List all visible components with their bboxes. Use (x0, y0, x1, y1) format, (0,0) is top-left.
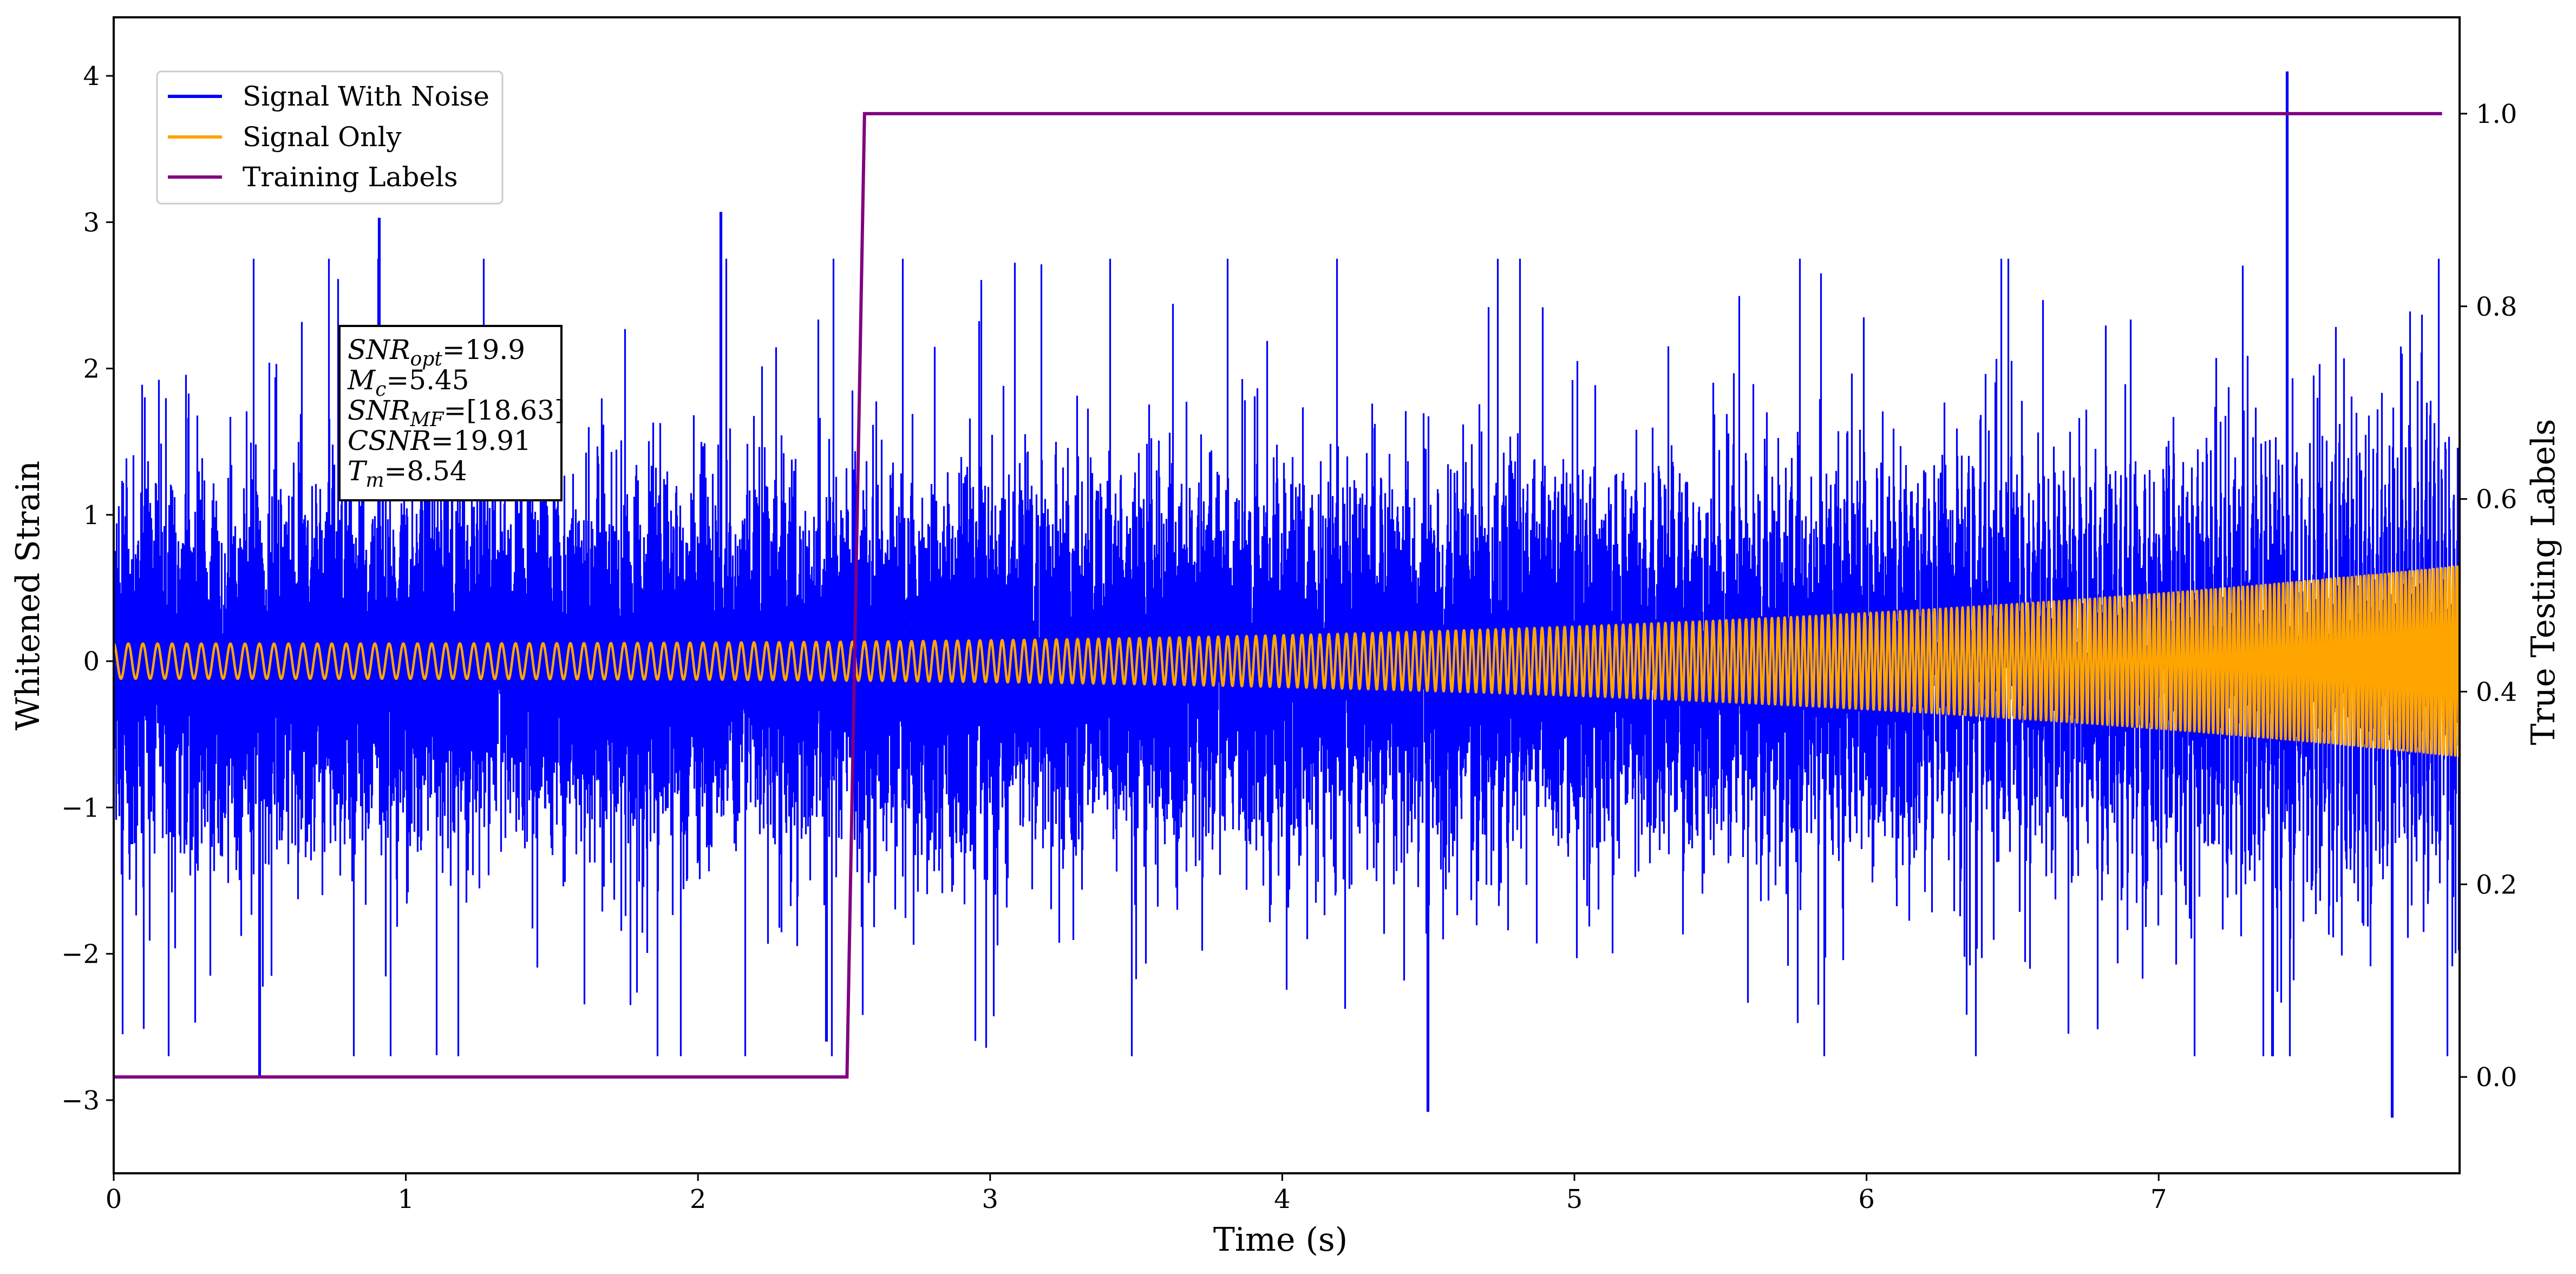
y2-tick-label: 0.8 (2476, 292, 2517, 322)
y-tick-label: −1 (61, 793, 100, 823)
x-tick-label: 0 (106, 1184, 122, 1214)
x-tick-label: 7 (2150, 1184, 2167, 1214)
annotation-line: SNRopt=19.9 (348, 334, 525, 370)
y-tick-label: 4 (83, 61, 100, 92)
legend-label-signal-only: Signal Only (243, 121, 402, 153)
plot-frame (113, 16, 2461, 1174)
y2-axis-title: True Testing Labels (2525, 419, 2562, 746)
annotation-line: SNRMF=[18.63] (348, 395, 565, 431)
annotation-box (338, 325, 563, 501)
training-labels-series (114, 112, 2442, 1079)
legend: Signal With Noise Signal Only Training L… (156, 70, 504, 205)
x-tick-label: 1 (397, 1184, 414, 1214)
y2-tick-label: 0.2 (2476, 870, 2517, 900)
stats-annotation: SNRopt=19.9Mc=5.45SNRMF=[18.63]CSNR=19.9… (338, 325, 565, 501)
annotation-line: Tm=8.54 (348, 455, 467, 492)
annotation-line: CSNR=19.91 (348, 425, 531, 456)
y-tick-label: −2 (61, 939, 100, 970)
y2-tick-label: 0.6 (2476, 485, 2517, 515)
training-labels-line (114, 112, 2442, 1079)
y-axis-right: 0.0 0.2 0.4 0.6 0.8 1.0 (2460, 99, 2517, 1093)
y-tick-label: 2 (83, 354, 100, 384)
y-tick-label: −3 (61, 1086, 100, 1116)
x-axis-title: Time (s) (1213, 1221, 1348, 1259)
y-axis-left: −3 −2 −1 0 1 2 3 4 (61, 61, 114, 1116)
signal-only-line (114, 565, 2460, 757)
y2-tick-label: 0.0 (2476, 1062, 2517, 1093)
annotation-line: Mc=5.45 (347, 364, 469, 401)
y-tick-label: 1 (83, 500, 100, 531)
legend-label-signal-with-noise: Signal With Noise (243, 81, 489, 112)
legend-label-training-labels: Training Labels (243, 161, 458, 193)
legend-box (156, 70, 504, 205)
x-tick-label: 5 (1566, 1184, 1583, 1214)
x-tick-label: 3 (982, 1184, 999, 1214)
x-axis: 0 1 2 3 4 5 6 7 (106, 1173, 2167, 1214)
signal-only-series (114, 565, 2460, 757)
y2-tick-label: 1.0 (2476, 99, 2517, 129)
y-tick-label: 0 (83, 646, 100, 677)
y2-tick-label: 0.4 (2476, 677, 2517, 707)
y-tick-label: 3 (83, 207, 100, 238)
x-tick-label: 2 (690, 1184, 707, 1214)
x-tick-label: 4 (1274, 1184, 1291, 1214)
x-tick-label: 6 (1858, 1184, 1875, 1214)
y-axis-title: Whitened Strain (9, 461, 47, 730)
